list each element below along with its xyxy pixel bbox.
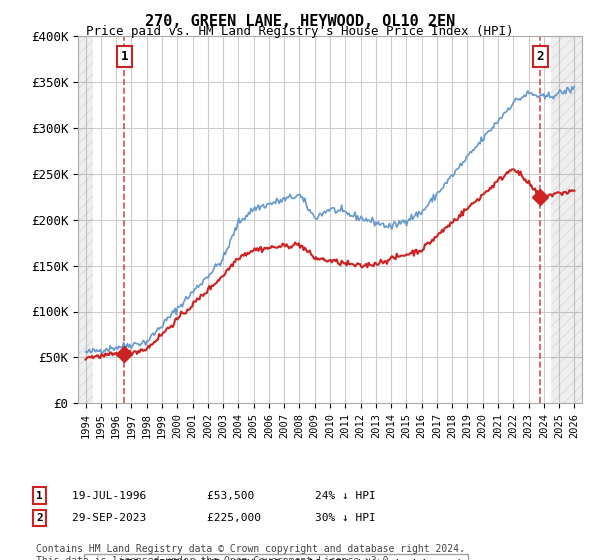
Text: 19-JUL-1996         £53,500         24% ↓ HPI: 19-JUL-1996 £53,500 24% ↓ HPI	[72, 491, 376, 501]
Text: 2: 2	[36, 513, 43, 523]
Legend: 270, GREEN LANE, HEYWOOD, OL10 2EN (detached house), HPI: Average price, detache: 270, GREEN LANE, HEYWOOD, OL10 2EN (deta…	[83, 554, 468, 560]
Text: 2: 2	[536, 50, 544, 63]
Text: 1: 1	[36, 491, 43, 501]
Text: 270, GREEN LANE, HEYWOOD, OL10 2EN: 270, GREEN LANE, HEYWOOD, OL10 2EN	[145, 14, 455, 29]
Bar	[551, 36, 582, 403]
Text: Price paid vs. HM Land Registry's House Price Index (HPI): Price paid vs. HM Land Registry's House …	[86, 25, 514, 38]
Text: Contains HM Land Registry data © Crown copyright and database right 2024.
This d: Contains HM Land Registry data © Crown c…	[36, 544, 465, 560]
Text: 1: 1	[121, 50, 128, 63]
Bar	[78, 36, 93, 403]
Text: 29-SEP-2023         £225,000        30% ↓ HPI: 29-SEP-2023 £225,000 30% ↓ HPI	[72, 513, 376, 523]
